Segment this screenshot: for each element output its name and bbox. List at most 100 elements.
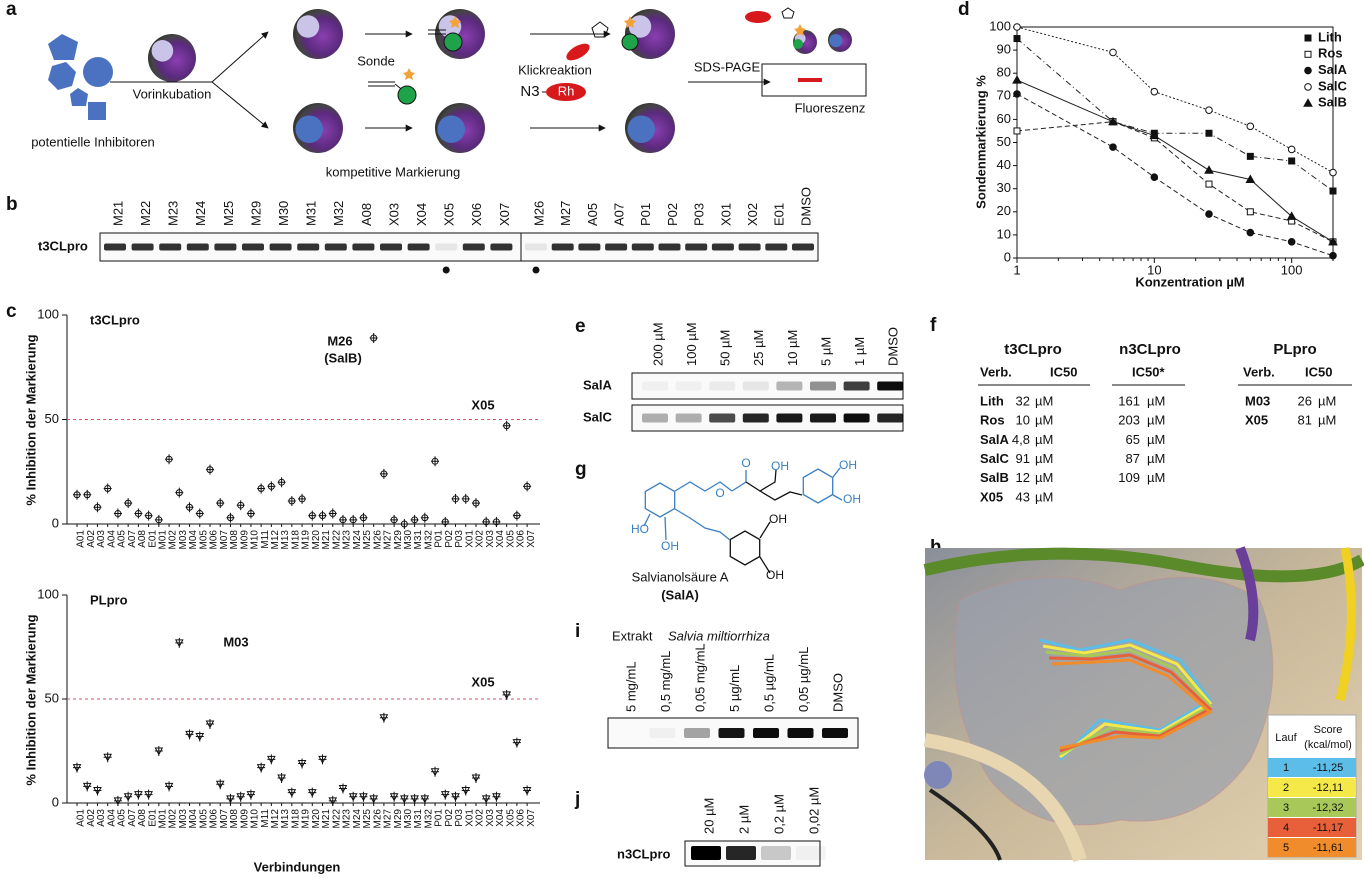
x-tick-label: M10 (250, 530, 261, 550)
data-point (1150, 87, 1159, 96)
gel-band (685, 243, 708, 251)
bond (731, 470, 747, 492)
gel-band (269, 243, 292, 251)
caption: Klickreaktion (518, 62, 592, 77)
legend-marker (1304, 83, 1312, 91)
mean-marker (318, 754, 327, 765)
x-tick-label: M25 (362, 530, 373, 550)
lane-label: M32 (331, 201, 346, 226)
data-point (1013, 23, 1021, 31)
bond (745, 469, 777, 492)
x-tick-label: M21 (321, 530, 332, 550)
hit-dot (532, 266, 540, 274)
data-point (1245, 174, 1256, 183)
x-tick-label: M11 (260, 530, 271, 549)
y-tick-label: 30 (997, 180, 1011, 195)
x-tick-label: X07 (526, 530, 537, 548)
data-point (1013, 127, 1021, 135)
panel-letter: b (6, 194, 18, 215)
mean-marker (113, 508, 122, 519)
gel-band (131, 243, 154, 251)
table-cell: µM (1035, 470, 1053, 485)
table-cell: µM (1318, 413, 1336, 428)
lane-label: A05 (585, 203, 600, 226)
panel-letter: i (575, 621, 580, 642)
mean-marker (287, 787, 297, 798)
lane-label: 200 µM (650, 322, 665, 366)
series-line (1016, 79, 1334, 243)
fluorophore-star (449, 16, 461, 28)
x-tick-label: M05 (198, 530, 209, 550)
caption: Rh (558, 83, 575, 98)
x-tick-label: M06 (209, 809, 220, 829)
chart-title: PLpro (90, 592, 128, 607)
table-cell: X05 (980, 489, 1003, 504)
gel-band (765, 243, 788, 251)
y-tick-label: 40 (997, 157, 1011, 172)
x-tick-label: M25 (362, 809, 373, 829)
gel-band (675, 413, 702, 423)
mean-marker (307, 787, 317, 798)
mean-marker (226, 793, 235, 804)
series-line (1016, 121, 1334, 243)
legend-label: Lith (1318, 29, 1342, 44)
panel-letter: d (958, 0, 970, 20)
lane-label: 5 µM (818, 337, 833, 366)
mean-marker (338, 783, 348, 794)
mean-marker (471, 773, 481, 784)
x-tick-label: M19 (301, 530, 312, 550)
gel-box (761, 63, 867, 97)
lane-label: 5 mg/mL (623, 661, 638, 712)
lane-label: P01 (638, 203, 653, 226)
table-header: Verb. (980, 364, 1012, 379)
mean-marker (451, 791, 460, 802)
gel-band (605, 243, 628, 251)
lane-label: 0,5 mg/mL (658, 651, 673, 712)
data-point (1109, 143, 1117, 151)
mean-marker (175, 487, 184, 498)
table-cell: -12,11 (1313, 782, 1343, 794)
lane-label: 1 µM (852, 337, 867, 366)
mean-marker (338, 514, 347, 525)
mean-marker (154, 746, 164, 756)
mean-marker (359, 791, 368, 802)
x-tick-label: M10 (250, 809, 261, 829)
table-cell: -12,32 (1312, 802, 1343, 814)
atom: OH (771, 459, 789, 473)
inhibitor-shape (48, 62, 76, 90)
annotation: M03 (223, 634, 248, 649)
inhibitor-shape (70, 88, 88, 106)
mean-marker (502, 420, 511, 431)
mean-marker (431, 456, 440, 467)
fluorophore-star (794, 24, 806, 36)
protein-surface (953, 576, 1274, 826)
table-header: IC50* (1132, 364, 1165, 379)
x-tick-label: M12 (270, 530, 281, 550)
protein-label: n3CLpro (617, 846, 671, 861)
mean-marker (471, 498, 480, 509)
table-cell: 3 (1283, 802, 1289, 814)
mean-marker (103, 752, 113, 763)
gel-band (462, 243, 485, 251)
data-point (1013, 90, 1021, 98)
caption: Sonde (357, 53, 395, 68)
x-tick-label: M20 (311, 530, 322, 550)
gel-band (407, 243, 430, 251)
mean-marker (73, 489, 81, 500)
score-row (1268, 798, 1356, 817)
gel-band (742, 381, 769, 391)
table-cell: 2 (1283, 782, 1289, 794)
ribbon (1335, 547, 1356, 702)
mean-marker (523, 481, 532, 492)
x-tick-label: X04 (495, 530, 506, 548)
table-cell: 109 (1118, 470, 1140, 485)
mean-marker (185, 729, 194, 740)
x-tick-label: M23 (342, 809, 353, 829)
x-tick-label: X03 (485, 809, 496, 827)
x-tick-label: M07 (219, 530, 230, 550)
ligand-pose (1048, 653, 1213, 753)
gel-band (709, 413, 736, 423)
atom: O (715, 486, 724, 500)
ribbon (923, 733, 1087, 863)
rhodamine (546, 83, 586, 101)
